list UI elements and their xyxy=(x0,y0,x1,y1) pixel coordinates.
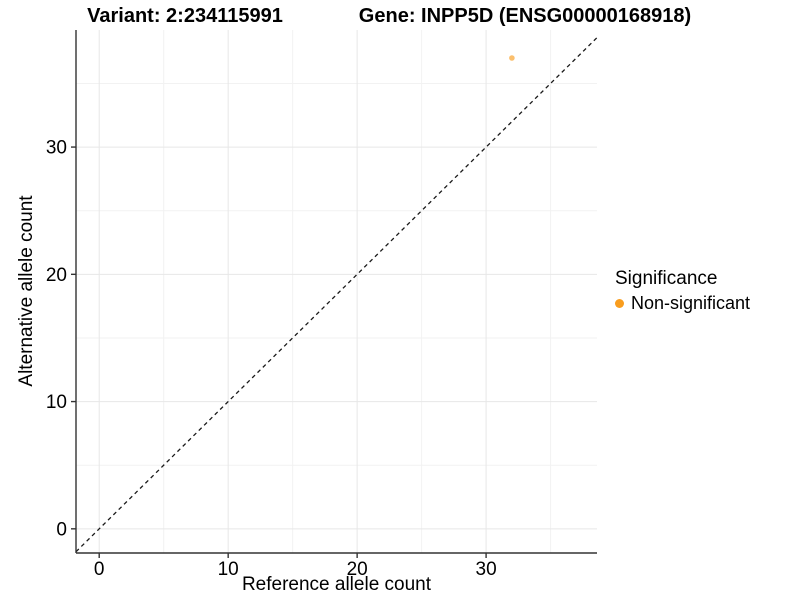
legend: Significance Non-significant xyxy=(615,268,795,314)
y-tick-label: 30 xyxy=(46,138,67,159)
legend-item-label: Non-significant xyxy=(631,293,751,313)
y-tick-label: 20 xyxy=(46,265,67,286)
identity-dashed-line xyxy=(75,37,598,553)
non-significant-dot-icon xyxy=(615,299,624,308)
x-tick-label: 10 xyxy=(218,559,239,580)
x-axis-title: Reference allele count xyxy=(241,574,432,595)
y-tick-label: 0 xyxy=(56,519,67,540)
x-tick-label: 0 xyxy=(94,559,105,580)
data-point xyxy=(509,55,515,61)
y-tick-label: 10 xyxy=(46,392,67,413)
y-axis-title-text: Alternative allele count xyxy=(16,195,37,387)
legend-title: Significance xyxy=(615,268,718,289)
x-tick-label: 30 xyxy=(476,559,497,580)
x-tick-label: 20 xyxy=(347,559,368,580)
variant-title: Variant: 2:234115991 xyxy=(87,5,283,27)
legend-item-non-significant: Non-significant xyxy=(615,293,795,314)
gene-title: Gene: INPP5D (ENSG00000168918) xyxy=(358,5,692,27)
